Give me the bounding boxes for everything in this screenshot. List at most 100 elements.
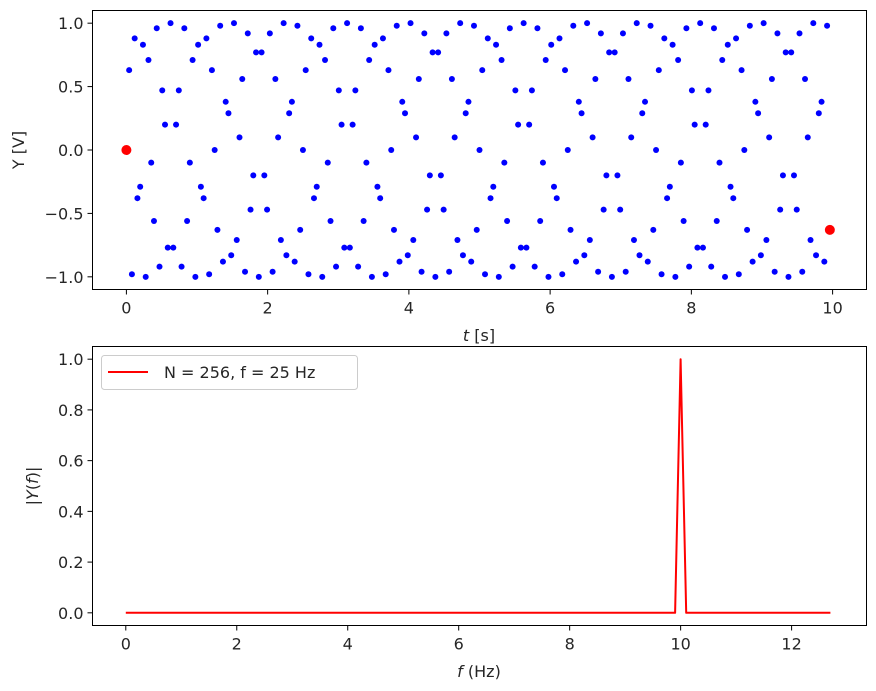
- x-tick-label: 10: [670, 635, 690, 654]
- sample-points: [123, 20, 833, 280]
- sample-point: [410, 237, 417, 244]
- sample-point: [556, 35, 563, 42]
- sample-point: [214, 226, 221, 233]
- sample-point: [377, 195, 384, 202]
- sample-point: [501, 159, 508, 166]
- sample-point: [603, 172, 610, 179]
- sample-point: [512, 87, 519, 94]
- sample-point: [286, 110, 293, 117]
- sample-point: [821, 258, 828, 265]
- sample-point: [219, 258, 226, 265]
- sample-point: [330, 25, 337, 32]
- x-tick-label: 4: [404, 299, 414, 318]
- sample-point: [799, 268, 806, 275]
- sample-point: [399, 98, 406, 105]
- sample-point: [804, 134, 811, 141]
- sample-point: [771, 268, 778, 275]
- sample-point: [446, 268, 453, 275]
- sample-point: [277, 237, 284, 244]
- sample-point: [385, 67, 392, 74]
- sample-point: [465, 98, 472, 105]
- sample-point: [230, 20, 237, 27]
- sample-point: [435, 49, 442, 56]
- endpoint-marker: [824, 224, 835, 235]
- sample-point: [170, 244, 177, 251]
- sample-point: [790, 172, 797, 179]
- sample-point: [539, 159, 546, 166]
- sample-point: [424, 206, 431, 213]
- sample-point: [470, 22, 477, 29]
- sample-point: [793, 206, 800, 213]
- sample-point: [322, 56, 329, 63]
- sample-point: [272, 75, 279, 82]
- x-tick-label: 0: [121, 299, 131, 318]
- frequency-domain-plot: 0 2 4 6 8 10 12 0.0 0.2 0.4 0.6 0.8 1.0 f (Hz) |Y(f…: [23, 346, 867, 681]
- sample-point: [807, 237, 814, 244]
- sample-point: [459, 252, 466, 259]
- endpoint-marker: [121, 145, 132, 155]
- sample-point: [509, 263, 516, 270]
- sample-point: [644, 258, 651, 265]
- sample-point: [746, 22, 753, 29]
- sample-point: [390, 226, 397, 233]
- sample-point: [164, 244, 171, 251]
- sample-point: [636, 252, 643, 259]
- sample-point: [730, 195, 737, 202]
- sample-point: [437, 172, 444, 179]
- sample-point: [186, 159, 193, 166]
- sample-point: [608, 273, 615, 280]
- sample-point: [697, 20, 704, 27]
- y-tick-label: 0.2: [58, 553, 83, 572]
- sample-point: [208, 67, 215, 74]
- y-axis-label: Y [V]: [9, 131, 28, 170]
- sample-point: [302, 67, 309, 74]
- sample-point: [664, 195, 671, 202]
- x-tick-label: 0: [121, 635, 131, 654]
- sample-point: [691, 121, 698, 128]
- sample-point: [288, 98, 295, 105]
- sample-point: [150, 218, 157, 225]
- y-tick-label: 0.0: [58, 141, 83, 160]
- sample-point: [236, 134, 243, 141]
- sample-point: [710, 25, 717, 32]
- sample-point: [528, 87, 535, 94]
- y-axis-ticks: −1.0 −0.5 0.0 0.5 1.0: [45, 14, 93, 287]
- sample-point: [349, 121, 356, 128]
- sample-point: [628, 134, 635, 141]
- sample-point: [760, 20, 767, 27]
- sample-point: [217, 22, 224, 29]
- sample-point: [537, 218, 544, 225]
- x-axis-label: f (Hz): [457, 662, 501, 681]
- sample-point: [757, 252, 764, 259]
- sample-point: [382, 271, 389, 278]
- sample-point: [672, 273, 679, 280]
- sample-point: [570, 22, 577, 29]
- sample-point: [432, 273, 439, 280]
- endpoint-markers: [121, 145, 835, 235]
- sample-point: [694, 244, 701, 251]
- sample-point: [233, 237, 240, 244]
- sample-point: [291, 258, 298, 265]
- legend-box: [101, 355, 358, 390]
- sample-point: [699, 244, 706, 251]
- sample-point: [611, 49, 618, 56]
- sample-point: [578, 110, 585, 117]
- sample-point: [269, 268, 276, 275]
- sample-point: [324, 159, 331, 166]
- sample-point: [178, 263, 185, 270]
- sample-point: [468, 258, 475, 265]
- sample-point: [589, 134, 596, 141]
- sample-point: [597, 30, 604, 37]
- sample-point: [655, 67, 662, 74]
- sample-point: [126, 67, 133, 74]
- sample-point: [595, 268, 602, 275]
- sample-point: [796, 30, 803, 37]
- sample-point: [368, 273, 375, 280]
- sample-point: [156, 263, 163, 270]
- sample-point: [752, 98, 759, 105]
- x-tick-label: 8: [686, 299, 696, 318]
- sample-point: [192, 273, 199, 280]
- sample-point: [379, 35, 386, 42]
- sample-point: [305, 271, 312, 278]
- sample-point: [266, 30, 273, 37]
